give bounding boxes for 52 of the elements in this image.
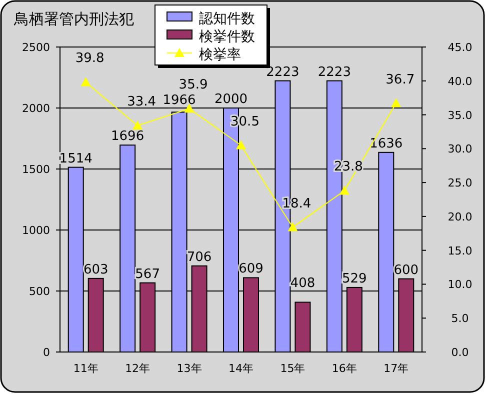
y2-tick-label: 5.0 [451,312,469,326]
x-tick-label: 14年 [228,362,254,375]
data-label: 567 [135,266,160,282]
data-label: 609 [238,262,264,277]
point [80,77,91,86]
data-label: 36.7 [386,72,415,88]
y2-tick-label: 40.0 [448,74,472,88]
y2-tick-label: 15.0 [448,244,472,258]
data-label: 408 [290,276,316,291]
data-label: 39.8 [75,51,104,66]
point [236,140,246,150]
legend-label: 認知件数 [199,11,255,27]
y2-tick-label: 45.0 [448,41,472,54]
bar [294,302,311,352]
y-tick-label: 2500 [22,41,50,54]
point [288,222,298,232]
point [132,120,143,130]
x-tick-label: 11年 [73,362,98,375]
data-label: 33.4 [127,94,156,110]
x-tick-label: 12年 [125,362,150,375]
x-tick-label: 15年 [280,362,306,375]
point [339,186,350,195]
data-label: 1636 [370,136,403,152]
x-tick-label: 16年 [332,362,357,375]
y2-tick-label: 35.0 [448,108,472,122]
y2-tick-label: 10.0 [448,278,472,292]
y-tick-label: 0 [43,346,50,359]
data-label: 1966 [162,93,196,108]
y-tick-label: 500 [29,285,50,298]
data-label: 603 [83,262,108,278]
y-tick-label: 1500 [22,163,50,176]
data-label: 2223 [266,64,300,80]
data-label: 2223 [318,64,351,80]
data-label: 1514 [59,151,92,166]
y2-tick-label: 0.0 [451,346,469,359]
y2-tick-label: 25.0 [448,176,472,190]
data-label: 600 [394,262,419,278]
x-tick-label: 13年 [176,362,202,375]
y-tick-label: 2000 [22,102,50,115]
point [391,98,402,108]
data-label: 529 [342,271,367,286]
y2-tick-label: 30.0 [448,142,472,156]
data-label: 2000 [214,92,248,107]
chart-title: 鳥栖署管内刑法犯 [13,10,134,28]
legend-label: 検挙率 [199,47,241,63]
x-tick-label: 17年 [384,362,409,375]
data-label: 35.9 [178,78,208,93]
legend-label: 検挙件数 [199,29,255,45]
y2-tick-label: 20.0 [448,210,472,224]
data-label: 706 [186,250,212,265]
y-tick-label: 1000 [22,224,50,237]
data-label: 1696 [111,129,144,144]
